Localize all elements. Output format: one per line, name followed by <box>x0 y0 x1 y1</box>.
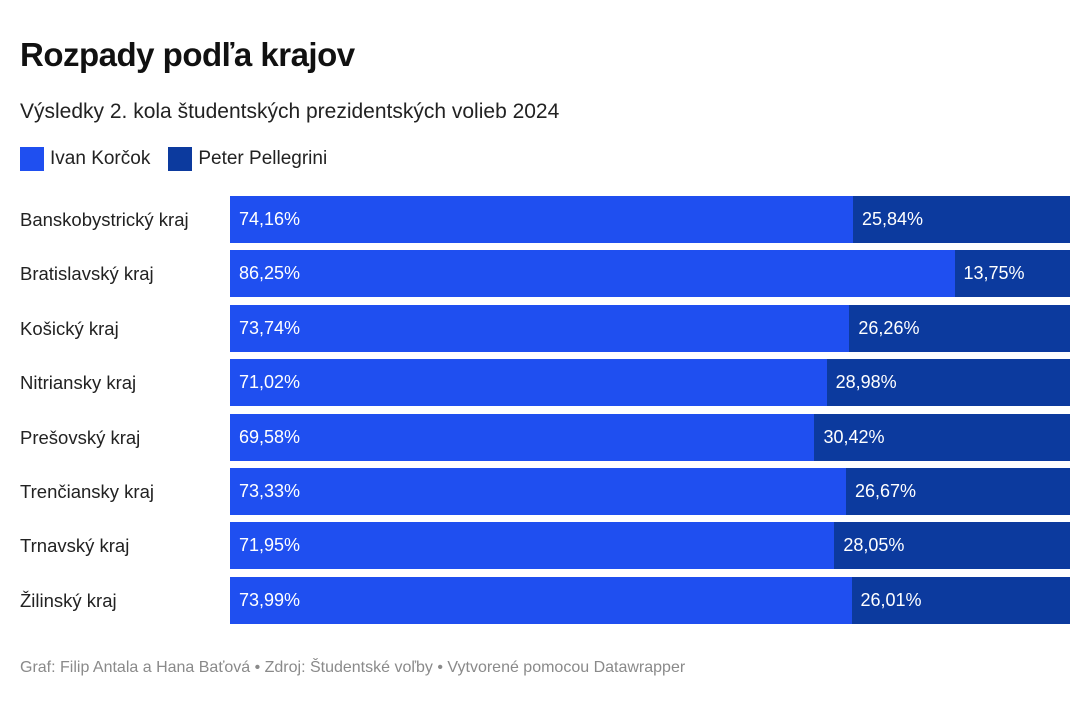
footer-credits: Graf: Filip Antala a Hana Baťová • Zdroj… <box>20 659 686 676</box>
bar-pellegrini: 28,05% <box>834 522 1070 570</box>
bar-pellegrini: 26,67% <box>845 468 1070 515</box>
category-label: Bratislavský kraj <box>20 263 154 285</box>
category-label: Trenčiansky kraj <box>20 481 154 502</box>
category-label: Banskobystrický kraj <box>20 209 189 230</box>
data-label: 26,26% <box>858 317 920 338</box>
bar-row: Bratislavský kraj 86,25% 13,75% <box>0 250 1080 298</box>
legend-item-pellegrini: Peter Pellegrini <box>168 147 327 171</box>
chart-subtitle: Výsledky 2. kola študentských prezidents… <box>20 100 560 123</box>
data-label: 71,95% <box>239 535 301 556</box>
data-label: 26,01% <box>860 589 922 610</box>
bar-row: Trnavský kraj 71,95% 28,05% <box>0 522 1080 570</box>
bar-row: Banskobystrický kraj 74,16% 25,84% <box>0 196 1080 243</box>
legend: Ivan Korčok Peter Pellegrini <box>20 147 327 171</box>
legend-label: Ivan Korčok <box>50 148 151 169</box>
bar-row: Žilinský kraj 73,99% 26,01% <box>0 576 1080 624</box>
bar-korcok: 73,33% <box>230 468 846 515</box>
data-label: 86,25% <box>239 263 301 284</box>
bar-korcok: 74,16% <box>230 196 853 243</box>
bar-korcok: 71,02% <box>230 359 827 407</box>
bar-korcok: 73,74% <box>230 304 850 352</box>
category-label: Prešovský kraj <box>20 426 141 448</box>
data-label: 26,67% <box>854 481 917 501</box>
bar-pellegrini: 26,01% <box>851 576 1070 624</box>
legend-swatch <box>20 147 44 171</box>
bar-row: Trenčiansky kraj 73,33% 26,67% <box>0 468 1080 515</box>
bar-korcok: 86,25% <box>230 250 955 298</box>
bar-row: Nitriansky kraj 71,02% 28,98% <box>0 359 1080 407</box>
chart-title: Rozpady podľa krajov <box>20 36 355 73</box>
data-label: 74,16% <box>239 209 301 229</box>
data-label: 28,05% <box>843 535 905 556</box>
data-label: 69,58% <box>239 426 301 447</box>
bar-korcok: 69,58% <box>230 413 815 461</box>
data-label: 71,02% <box>239 372 301 393</box>
bar-pellegrini: 30,42% <box>814 413 1070 461</box>
data-label: 13,75% <box>963 263 1025 284</box>
category-label: Nitriansky kraj <box>20 372 137 394</box>
bar-pellegrini: 26,26% <box>849 304 1070 352</box>
data-label: 28,98% <box>835 372 897 393</box>
bar-pellegrini: 13,75% <box>954 250 1070 298</box>
data-label: 73,33% <box>239 481 301 501</box>
category-label: Košický kraj <box>20 317 119 339</box>
legend-item-korcok: Ivan Korčok <box>20 147 150 171</box>
data-label: 73,74% <box>239 317 301 338</box>
bar-pellegrini: 28,98% <box>826 359 1070 407</box>
bar-pellegrini: 25,84% <box>852 196 1070 243</box>
category-label: Žilinský kraj <box>20 589 117 611</box>
legend-label: Peter Pellegrini <box>198 148 328 169</box>
legend-swatch <box>168 147 193 171</box>
data-label: 30,42% <box>823 426 885 447</box>
category-label: Trnavský kraj <box>20 535 130 557</box>
bar-row: Prešovský kraj 69,58% 30,42% <box>0 413 1080 461</box>
data-label: 25,84% <box>861 209 923 229</box>
bar-korcok: 73,99% <box>230 576 852 624</box>
bar-row: Košický kraj 73,74% 26,26% <box>0 304 1080 352</box>
data-label: 73,99% <box>239 589 301 610</box>
bar-korcok: 71,95% <box>230 522 835 570</box>
